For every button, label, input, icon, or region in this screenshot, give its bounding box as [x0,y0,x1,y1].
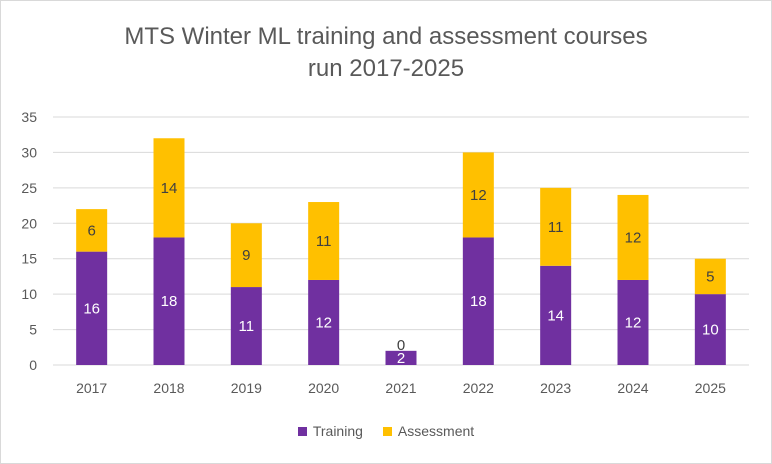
legend-swatch-assessment [382,426,392,436]
bar-assessment [308,202,340,280]
legend-label-training: Training [312,423,363,439]
data-label-assessment: 14 [161,180,178,197]
bar-assessment [540,187,572,266]
bar-training [385,350,417,365]
y-tick-label: 15 [21,251,37,267]
y-tick-label: 20 [21,215,37,231]
legend-item-assessment: Assessment [382,423,475,439]
bar-training [540,265,572,365]
data-label-training: 12 [315,314,332,331]
data-label-assessment: 5 [706,268,714,285]
legend-swatch-training [297,426,307,436]
bar-assessment [76,209,108,252]
data-label-training: 10 [702,322,719,339]
data-label-training: 12 [625,314,642,331]
data-label-training: 16 [83,300,100,317]
chart-title-line-1: MTS Winter ML training and assessment co… [124,23,648,50]
y-tick-label: 10 [21,286,37,302]
bar-assessment [617,194,649,280]
data-label-assessment: 0 [397,337,405,354]
data-label-assessment: 12 [470,187,487,204]
bar-assessment [230,223,262,288]
x-tick-label: 2022 [463,380,494,396]
x-tick-label: 2017 [76,380,107,396]
legend-label-assessment: Assessment [397,423,475,439]
bar-training [694,294,726,365]
x-tick-label: 2019 [231,380,262,396]
y-tick-label: 25 [21,180,37,196]
bar-training [76,251,108,365]
x-tick-label: 2018 [153,380,184,396]
bar-assessment [153,138,185,238]
data-label-assessment: 9 [242,247,250,264]
x-tick-label: 2023 [540,380,571,396]
data-label-training: 11 [239,318,255,335]
data-label-assessment: 11 [548,219,564,236]
legend-item-training: Training [297,423,363,439]
y-tick-label: 5 [29,322,37,338]
y-tick-label: 35 [21,109,37,125]
bar-training [462,237,494,365]
data-label-training: 18 [470,293,487,310]
x-tick-label: 2021 [385,380,416,396]
bar-training [153,237,185,365]
data-label-assessment: 12 [625,229,642,246]
chart-title: MTS Winter ML training and assessment co… [1,21,771,85]
legend: Training Assessment [1,423,771,439]
y-tick-label: 0 [29,357,37,373]
bar-training [617,279,649,365]
data-label-training: 14 [547,307,564,324]
y-tick-label: 30 [21,144,37,160]
x-tick-label: 2024 [617,380,648,396]
plot-area: 0510152025303520171662018181420191192020… [21,109,749,396]
bar-training [230,287,262,365]
data-label-assessment: 11 [316,233,332,250]
x-tick-label: 2025 [695,380,726,396]
x-tick-label: 2020 [308,380,339,396]
chart-title-line-2: run 2017-2025 [307,55,465,82]
bar-assessment [694,258,726,295]
data-label-training: 2 [397,350,405,367]
data-label-assessment: 6 [87,222,95,239]
data-label-training: 18 [161,293,178,310]
bar-training [308,279,340,365]
bar-assessment [462,152,494,238]
